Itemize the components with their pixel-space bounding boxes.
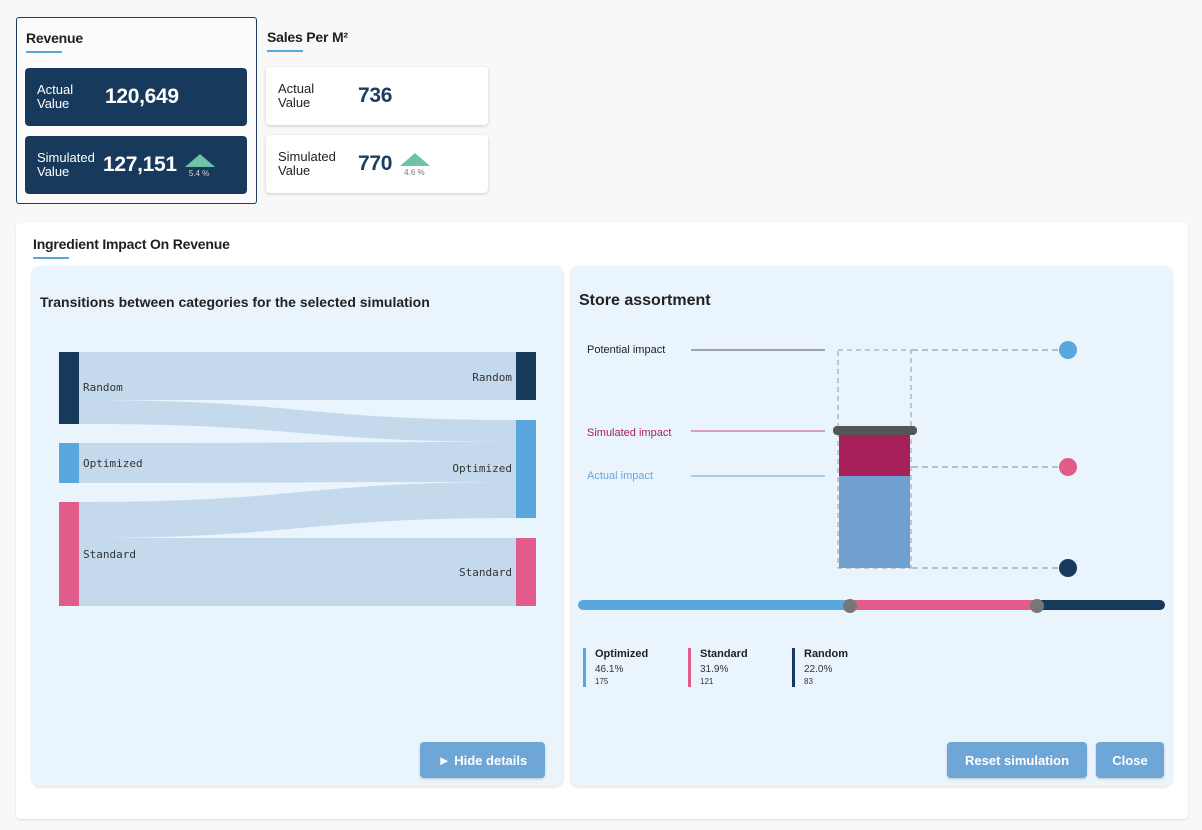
impact-title: Ingredient Impact On Revenue bbox=[33, 236, 230, 259]
revenue-delta: 5.4 % bbox=[184, 150, 215, 180]
node-left-standard bbox=[59, 502, 79, 606]
legend-random-count: 83 bbox=[804, 677, 813, 686]
actual-impact-label: Actual impact bbox=[587, 470, 653, 482]
flow-standard-standard bbox=[79, 538, 516, 606]
flow-optimized-optimized bbox=[79, 442, 516, 483]
slider-handle-1 bbox=[843, 599, 857, 613]
legend-standard: Standard 31.9% 121 bbox=[688, 648, 778, 687]
sales-delta: 4.6 % bbox=[400, 149, 431, 179]
legend-random-pct: 22.0% bbox=[804, 664, 833, 675]
label-right-optimized: Optimized bbox=[452, 462, 512, 475]
store-assortment-card: Store assortment Potential impact Simula… bbox=[571, 266, 1172, 786]
flow-standard-optimized bbox=[79, 482, 516, 538]
sales-simulated-label: Simulated Value bbox=[278, 149, 336, 178]
legend-random: Random 22.0% 83 bbox=[792, 648, 882, 687]
slider-handle-2 bbox=[1030, 599, 1044, 613]
trend-up-icon bbox=[400, 153, 431, 166]
simulated-handle bbox=[833, 426, 917, 435]
label-left-random: Random bbox=[83, 381, 123, 394]
flow-random-optimized bbox=[79, 400, 516, 442]
legend-random-name: Random bbox=[804, 648, 848, 660]
node-left-random bbox=[59, 352, 79, 424]
legend-optimized-count: 175 bbox=[595, 677, 609, 686]
sankey-diagram: Random Optimized Standard Random Optimiz… bbox=[59, 352, 536, 606]
sales-actual-value: 736 bbox=[358, 84, 393, 107]
revenue-delta-pct: 5.4 % bbox=[188, 169, 210, 178]
revenue-actual-label: Actual Value bbox=[37, 82, 74, 111]
legend-optimized: Optimized 46.1% 175 bbox=[583, 648, 673, 687]
node-right-standard bbox=[516, 538, 536, 606]
potential-dot bbox=[1059, 341, 1077, 359]
transitions-title: Transitions between categories for the s… bbox=[40, 294, 430, 310]
revenue-simulated-label: Simulated Value bbox=[37, 150, 95, 179]
transitions-card: Transitions between categories for the s… bbox=[32, 266, 563, 786]
ingredient-impact-panel: Ingredient Impact On Revenue Transitions… bbox=[16, 223, 1188, 819]
sales-delta-pct: 4.6 % bbox=[404, 168, 425, 177]
sales-title: Sales Per M² bbox=[267, 29, 348, 52]
assortment-title: Store assortment bbox=[579, 292, 711, 309]
simulated-dot bbox=[1059, 458, 1077, 476]
legend-optimized-pct: 46.1% bbox=[595, 664, 624, 675]
node-right-optimized bbox=[516, 420, 536, 518]
sales-actual-card: Actual Value 736 bbox=[266, 67, 488, 125]
label-left-optimized: Optimized bbox=[83, 457, 143, 470]
sales-kpi-group[interactable]: Sales Per M² Actual Value 736 Simulated … bbox=[258, 17, 498, 204]
slider-optimized bbox=[578, 600, 852, 610]
slider-standard bbox=[847, 600, 1038, 610]
label-left-standard: Standard bbox=[83, 548, 136, 561]
legend-standard-pct: 31.9% bbox=[700, 664, 729, 675]
hide-details-button[interactable]: ► Hide details bbox=[420, 742, 545, 778]
revenue-kpi-group[interactable]: Revenue Actual Value 120,649 Simulated V… bbox=[16, 17, 257, 204]
legend-optimized-name: Optimized bbox=[595, 648, 649, 660]
sales-simulated-card: Simulated Value 770 4.6 % bbox=[266, 135, 488, 193]
revenue-actual-card: Actual Value 120,649 bbox=[25, 68, 247, 126]
slider-random bbox=[1033, 600, 1165, 610]
legend-standard-count: 121 bbox=[700, 677, 714, 686]
revenue-simulated-card: Simulated Value 127,151 5.4 % bbox=[25, 136, 247, 194]
label-right-standard: Standard bbox=[459, 566, 512, 579]
label-right-random: Random bbox=[472, 371, 512, 384]
node-left-optimized bbox=[59, 443, 79, 483]
trend-up-icon bbox=[184, 154, 215, 167]
sales-simulated-value: 770 bbox=[358, 152, 393, 175]
sales-actual-label: Actual Value bbox=[278, 81, 315, 110]
close-button[interactable]: Close bbox=[1096, 742, 1164, 778]
simulated-impact-label: Simulated impact bbox=[587, 427, 671, 439]
revenue-title: Revenue bbox=[26, 30, 83, 53]
flow-random-random bbox=[79, 352, 516, 400]
actual-bar bbox=[839, 476, 910, 568]
legend-standard-name: Standard bbox=[700, 648, 748, 660]
node-right-random bbox=[516, 352, 536, 400]
revenue-simulated-value: 127,151 bbox=[103, 153, 177, 176]
assortment-chart: Potential impact Simulated impact Actual… bbox=[578, 341, 1165, 613]
reset-simulation-button[interactable]: Reset simulation bbox=[947, 742, 1087, 778]
simulated-bar bbox=[839, 431, 910, 476]
random-dot bbox=[1059, 559, 1077, 577]
revenue-actual-value: 120,649 bbox=[105, 85, 179, 108]
potential-impact-label: Potential impact bbox=[587, 344, 665, 356]
